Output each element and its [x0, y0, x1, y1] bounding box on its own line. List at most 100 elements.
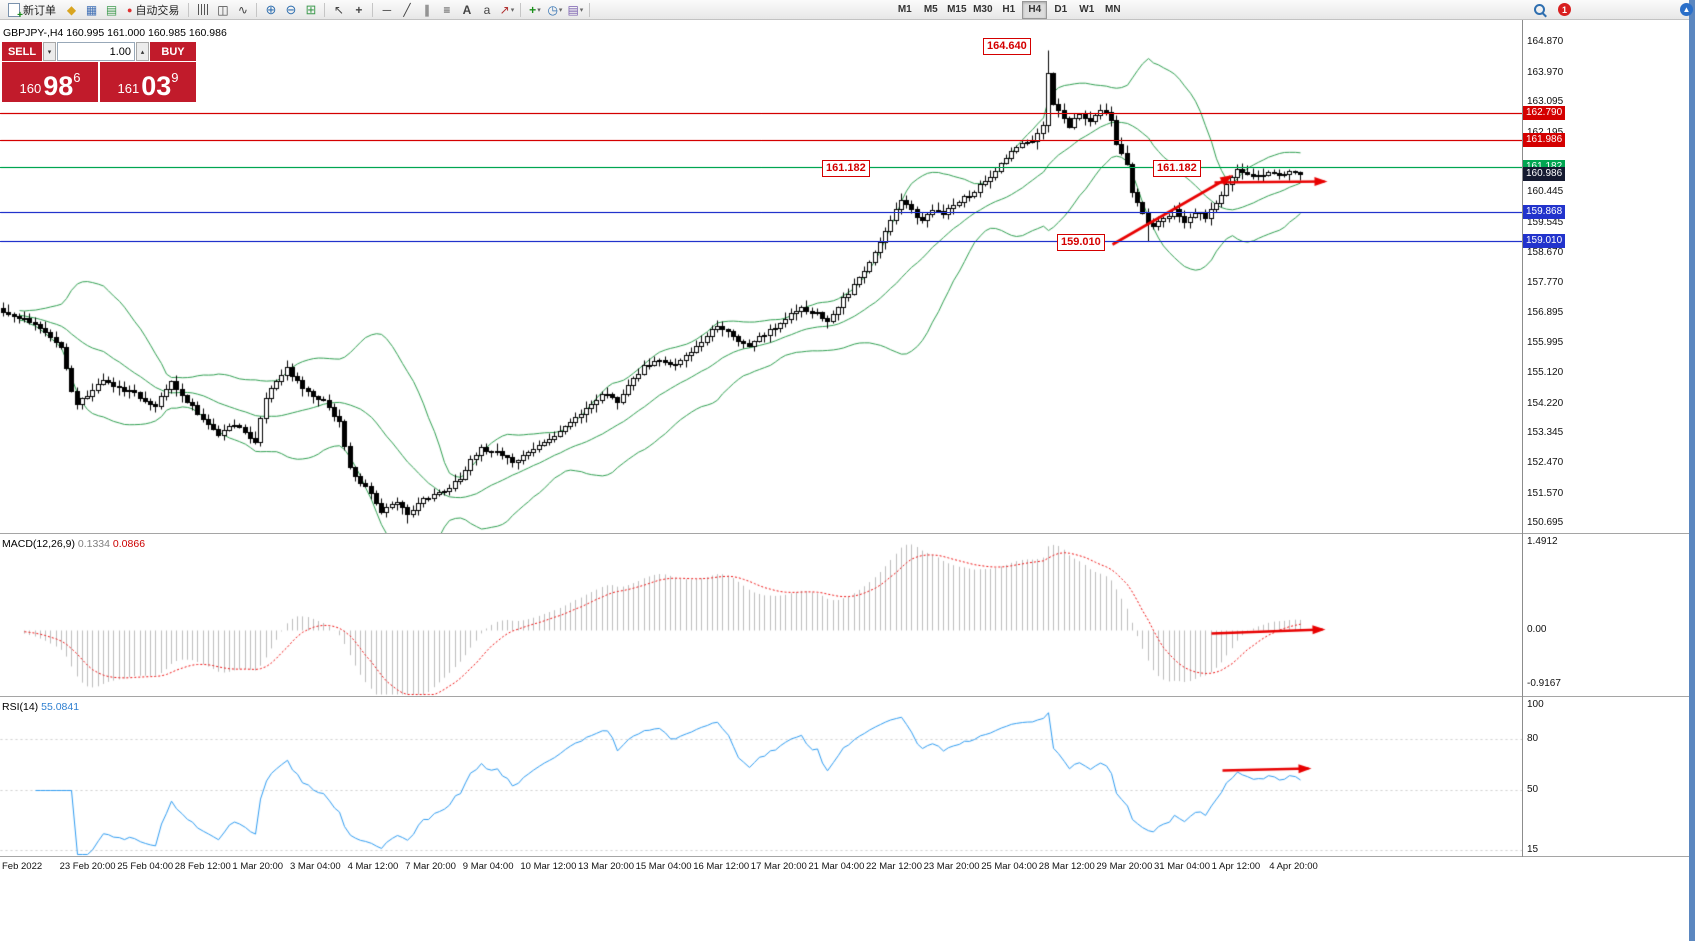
navigator-button[interactable]: ▤: [102, 1, 121, 18]
timeframe-w1[interactable]: W1: [1079, 4, 1095, 15]
chart-window: GBPJPY-,H4 160.995 161.000 160.985 160.9…: [0, 20, 1689, 941]
horizontal-line-button[interactable]: ─: [377, 1, 396, 18]
candlestick-chart-icon: ◫: [217, 2, 229, 17]
zoom-out-button[interactable]: ⊖: [281, 1, 300, 18]
sell-price-figure: 160: [19, 81, 42, 96]
price-level-line[interactable]: [0, 241, 1522, 242]
autotrading-button[interactable]: ● 自动交易: [122, 1, 184, 18]
time-axis-label: 15 Mar 04:00: [635, 861, 692, 872]
indicators-button[interactable]: + ▾: [525, 1, 544, 18]
crosshair-button[interactable]: +: [349, 1, 368, 18]
periods-button[interactable]: ◷ ▾: [545, 1, 564, 18]
timeframe-m1[interactable]: M1: [897, 4, 912, 15]
panel-divider[interactable]: [0, 696, 1689, 697]
time-axis-label: 10 Mar 12:00: [520, 861, 577, 872]
price-level-line[interactable]: [0, 212, 1522, 213]
price-level-line[interactable]: [0, 140, 1522, 141]
toolbar-separator: [589, 2, 591, 17]
sell-price-pips: 98: [43, 71, 74, 101]
trendline-button[interactable]: ╱: [397, 1, 416, 18]
sell-button[interactable]: SELL: [2, 42, 42, 61]
toolbar-separator: [256, 2, 258, 17]
macd-name: MACD(12,26,9): [2, 538, 75, 550]
price-tick-label: 159.545: [1527, 216, 1564, 228]
rsi-scale-label: 50: [1527, 784, 1539, 795]
price-tag[interactable]: 160.986: [1523, 167, 1566, 181]
tile-windows-icon: ⊞: [305, 1, 317, 17]
volume-increase-button[interactable]: ▴: [136, 42, 149, 61]
price-tag[interactable]: 161.986: [1523, 133, 1566, 147]
market-watch-button[interactable]: ▦: [82, 1, 101, 18]
symbol-header: GBPJPY-,H4 160.995 161.000 160.985 160.9…: [3, 27, 227, 39]
panel-divider[interactable]: [0, 856, 1689, 857]
price-tick-label: 158.670: [1527, 246, 1564, 258]
text-button[interactable]: A: [457, 1, 476, 18]
buy-price-button[interactable]: 161 03 9: [100, 62, 196, 102]
line-chart-button[interactable]: ∿: [233, 1, 252, 18]
cursor-button[interactable]: ↖: [329, 1, 348, 18]
bar-chart-button[interactable]: [193, 1, 212, 18]
time-axis-label: 25 Feb 04:00: [117, 861, 174, 872]
channel-button[interactable]: ∥: [417, 1, 436, 18]
price-annotation[interactable]: 164.640: [983, 38, 1031, 55]
sell-price-button[interactable]: 160 98 6: [2, 62, 98, 102]
main-chart-canvas[interactable]: [0, 20, 1522, 533]
macd-indicator-label: MACD(12,26,9) 0.1334 0.0866: [2, 538, 145, 550]
timeframe-h4[interactable]: H4: [1022, 0, 1048, 19]
add-indicator-icon: +: [529, 2, 537, 17]
toolbar-separator: [188, 2, 190, 17]
arrows-button[interactable]: ↗ ▾: [497, 1, 516, 18]
candlestick-chart-button[interactable]: ◫: [213, 1, 232, 18]
time-axis-label: 1 Mar 20:00: [232, 861, 284, 872]
price-level-line[interactable]: [0, 113, 1522, 114]
spinner-down-icon: ▾: [47, 48, 52, 56]
volume-input[interactable]: [57, 42, 135, 61]
time-axis-label: 9 Mar 04:00: [462, 861, 514, 872]
timeframe-h1[interactable]: H1: [1002, 4, 1016, 15]
price-tick-label: 163.095: [1527, 96, 1564, 108]
clock-icon: ◷: [547, 2, 558, 17]
timeframe-m15[interactable]: M15: [947, 4, 967, 15]
zoom-in-button[interactable]: ⊕: [261, 1, 280, 18]
price-level-line[interactable]: [0, 167, 1522, 168]
buy-price-figure: 161: [117, 81, 140, 96]
time-axis-label: 23 Feb 20:00: [59, 861, 116, 872]
time-axis-label: 31 Mar 04:00: [1154, 861, 1210, 872]
timeframe-d1[interactable]: D1: [1054, 4, 1068, 15]
time-axis-label: 23 Mar 20:00: [923, 861, 980, 872]
price-annotation[interactable]: 161.182: [822, 160, 870, 177]
timeframe-m5[interactable]: M5: [923, 4, 938, 15]
price-tag[interactable]: 162.790: [1523, 106, 1566, 120]
timeframe-buttons: M1 M5 M15 M30 H1 H4 D1 W1 MN: [892, 0, 1125, 19]
text-icon: A: [462, 2, 472, 17]
price-tick-label: 155.995: [1527, 337, 1564, 349]
price-annotation[interactable]: 161.182: [1153, 160, 1201, 177]
timeframe-m30[interactable]: M30: [973, 4, 993, 15]
fibonacci-button[interactable]: ≡: [437, 1, 456, 18]
price-tag[interactable]: 159.010: [1523, 234, 1566, 248]
dropdown-caret-icon: ▾: [510, 6, 515, 14]
timeframe-mn[interactable]: MN: [1105, 4, 1121, 15]
time-axis-label: 28 Mar 12:00: [1038, 861, 1095, 872]
text-label-button[interactable]: a: [477, 1, 496, 18]
time-axis-label: 16 Mar 12:00: [693, 861, 750, 872]
tile-windows-button[interactable]: ⊞: [301, 1, 320, 18]
new-order-button[interactable]: 新订单: [3, 1, 61, 21]
price-tag[interactable]: 159.868: [1523, 205, 1566, 219]
rsi-panel-canvas[interactable]: [0, 697, 1522, 856]
profiles-button[interactable]: ◆: [62, 1, 81, 18]
volume-decrease-button[interactable]: ▾: [43, 42, 56, 61]
right-scrollbar[interactable]: [1689, 0, 1695, 941]
notification-badge[interactable]: 1: [1558, 3, 1571, 16]
price-annotation[interactable]: 159.010: [1057, 234, 1105, 251]
search-button[interactable]: [1530, 1, 1549, 18]
templates-button[interactable]: ▤ ▾: [565, 1, 585, 18]
dropdown-caret-icon: ▾: [558, 6, 563, 14]
crosshair-icon: +: [355, 2, 363, 17]
buy-button[interactable]: BUY: [150, 42, 196, 61]
panel-divider[interactable]: [0, 533, 1689, 534]
macd-panel-canvas[interactable]: [0, 534, 1522, 696]
community-icon[interactable]: ▲: [1680, 3, 1693, 16]
